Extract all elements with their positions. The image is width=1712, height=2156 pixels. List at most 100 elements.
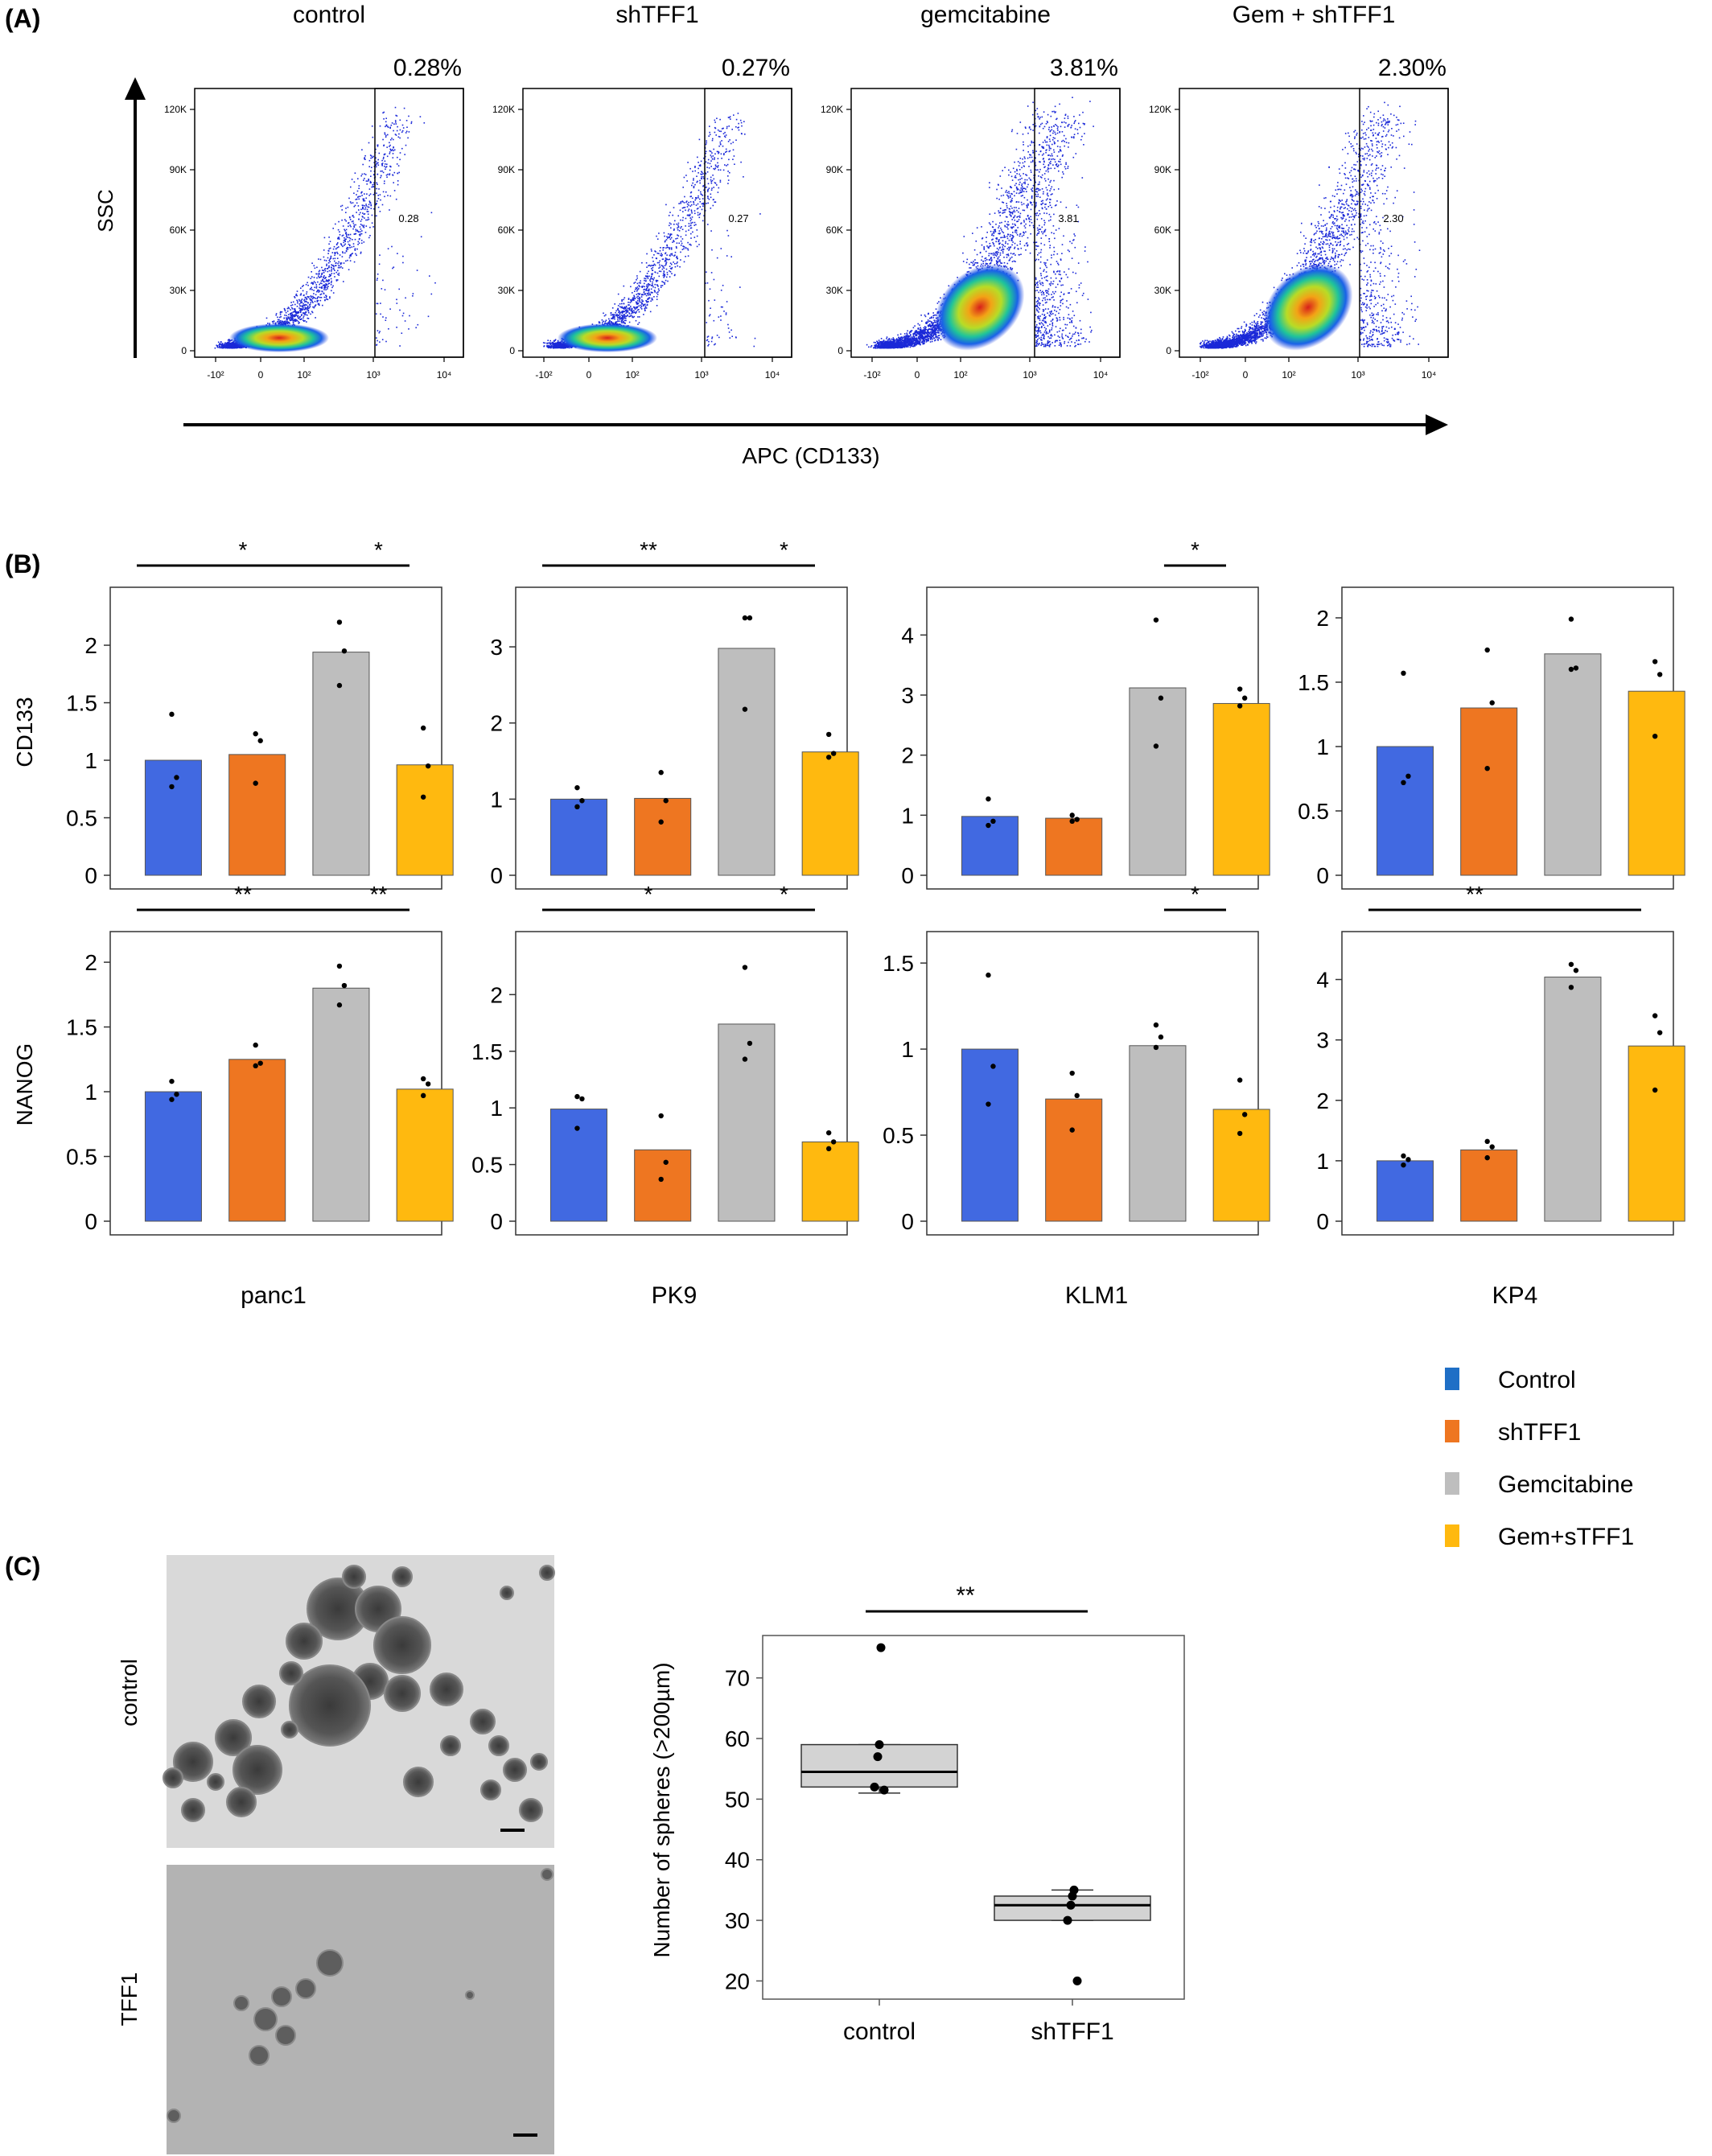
bar-chart: 0 1 2 3 4 * [901,537,1270,890]
data-point [420,1076,426,1082]
cell-line-label-pk9: PK9 [652,1282,698,1309]
data-point [336,619,343,625]
data-point [990,818,996,824]
y-tick-label: 60K [498,224,515,236]
data-point [174,1092,179,1097]
data-point [1401,1153,1406,1159]
gate-percent: 3.81% [1050,55,1118,81]
bar [634,1149,692,1222]
significance-stars: ** [234,882,252,907]
sphere-boxplot: 20 30 40 50 60 70 control shTFF1 ** [725,1582,1185,2045]
density-core [558,323,657,352]
data-point [1568,961,1574,967]
significance-stars: * [644,882,653,907]
y-tick-label: 1 [1316,1149,1329,1174]
bar [1544,653,1602,876]
data-point [1568,985,1574,990]
y-tick-label: 1 [490,787,503,812]
data-point [341,982,348,989]
y-tick-label: 0.5 [471,1153,503,1178]
significance-stars: * [1191,882,1200,907]
data-point [1652,1013,1658,1018]
cell-line-label-kp4: KP4 [1492,1282,1538,1309]
y-tick-label: 30K [1154,285,1171,296]
data-point [1489,700,1495,706]
bar [1460,1149,1518,1222]
box [800,1643,958,1795]
flow-plot: shTFF1 0.27% 0.27 0 30K 60K 90K 120K -10² 0 10² 10³… [492,2,792,381]
data-point [169,1078,175,1084]
significance-stars: ** [1466,882,1484,907]
significance-stars: ** [956,1582,975,1609]
box-iqr [800,1743,958,1788]
data-point [1069,1127,1075,1133]
tumor-sphere [233,1995,249,2011]
y-tick-label: 3 [490,635,503,660]
data-point [420,1092,426,1099]
x-tick-label: -10² [1191,369,1208,381]
x-tick-label: -10² [535,369,552,381]
data-point [1405,773,1411,779]
data-point [579,798,585,804]
data-point [1405,1157,1411,1162]
tumor-sphere [530,1753,548,1771]
x-tick-label: 10³ [694,369,708,381]
y-tick-label: 2 [1316,606,1329,631]
gate-value: 2.30 [1383,212,1403,224]
y-tick-label: 60K [170,224,187,236]
data-point [579,1096,585,1102]
data-point [1652,1087,1658,1093]
data-point [1158,1034,1164,1040]
data-point [253,780,258,786]
data-point [1568,666,1574,673]
legend-item: shTFF1 [1445,1419,1581,1446]
y-tick-label: 90K [826,164,843,175]
flow-plot: Gem + shTFF1 2.30% 2.30 0 30K 60K 90K 120K -10² 0… [1149,2,1449,381]
y-tick-label: 120K [164,104,187,115]
legend: Control shTFF1 Gemcitabine Gem+sTFF1 [1445,1367,1634,1550]
x-tick-label: -10² [207,369,224,381]
tumor-sphere [173,1742,213,1782]
y-tick-label: 4 [1316,968,1329,993]
significance-stars: * [239,537,248,562]
y-tick-label: 1.5 [66,1015,97,1040]
legend-item: Gem+sTFF1 [1445,1524,1634,1550]
flow-plot-title: shTFF1 [615,2,698,28]
micrograph-tff1 [167,1865,554,2154]
y-tick-label: 0.5 [1298,799,1329,824]
data-point [1652,659,1658,664]
y-tick-label: 120K [492,104,515,115]
bar [549,798,607,876]
data-point [425,1081,431,1087]
y-tick-label: 2 [490,711,503,736]
panel-letter-a: (A) [5,4,40,33]
y-tick-label: 1.5 [471,1039,503,1064]
bar [801,751,859,876]
tumor-sphere [488,1735,509,1756]
tumor-sphere [215,1719,252,1756]
y-tick-label: 0 [837,345,843,356]
y-tick-label: 0 [490,863,503,888]
significance-stars: * [1191,537,1200,562]
gate-value: 0.28 [398,212,418,224]
apc-axis-label: APC (CD133) [742,443,879,468]
y-tick-label: 1 [490,1096,503,1121]
data-point [169,711,175,718]
data-point [169,1097,175,1102]
data-point [825,1129,832,1136]
tumor-sphere [470,1709,496,1734]
data-point [574,1093,580,1100]
y-tick-label: 2 [84,633,97,658]
image-label-tff1: TFF1 [117,1973,142,2026]
density-core [1263,264,1353,351]
x-tick-label: 10³ [1023,369,1036,381]
bar [1376,1160,1434,1222]
y-tick-label: 3 [1316,1028,1329,1053]
bar [1212,702,1270,876]
tumor-sphere [226,1787,257,1817]
tumor-sphere [440,1735,461,1756]
y-tick-label: 2 [490,982,503,1007]
data-point [1237,1077,1243,1083]
data-point [825,755,832,760]
data-point [253,1042,258,1048]
